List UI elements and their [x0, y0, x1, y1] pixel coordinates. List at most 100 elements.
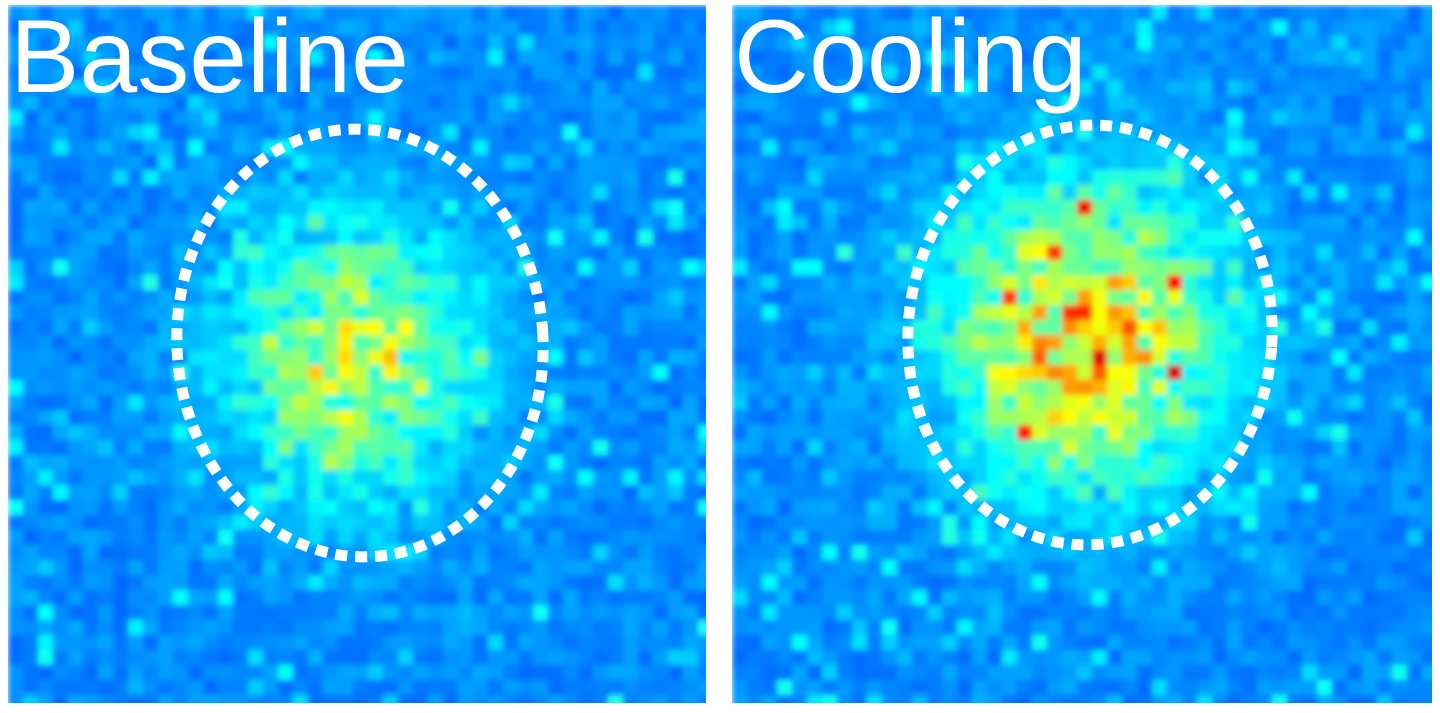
- heatmap-cell: [792, 545, 808, 561]
- heatmap-cell: [533, 530, 549, 546]
- heatmap-cell: [777, 140, 793, 156]
- heatmap-cell: [503, 260, 519, 276]
- heatmap-cell: [822, 200, 838, 216]
- heatmap-cell: [912, 80, 928, 96]
- heatmap-cell: [912, 695, 928, 703]
- heatmap-cell: [83, 200, 99, 216]
- heatmap-cell: [1332, 575, 1348, 591]
- heatmap-cell: [867, 50, 883, 66]
- heatmap-cell: [368, 440, 384, 456]
- heatmap-cell: [413, 425, 429, 441]
- heatmap-cell: [822, 125, 838, 141]
- heatmap-cell: [1077, 395, 1093, 411]
- heatmap-cell: [503, 605, 519, 621]
- heatmap-cell: [218, 440, 234, 456]
- heatmap-cell: [1272, 5, 1288, 21]
- heatmap-cell: [143, 335, 159, 351]
- heatmap-cell: [698, 200, 706, 216]
- heatmap-cell: [248, 665, 264, 681]
- heatmap-cell: [852, 380, 868, 396]
- heatmap-cell: [1287, 320, 1303, 336]
- heatmap-cell: [1302, 680, 1318, 696]
- heatmap-cell: [143, 350, 159, 366]
- heatmap-cell: [188, 290, 204, 306]
- heatmap-cell: [668, 290, 684, 306]
- heatmap-cell: [912, 650, 928, 666]
- heatmap-cell: [1407, 530, 1423, 546]
- heatmap-cell: [1077, 695, 1093, 703]
- heatmap-cell: [1272, 605, 1288, 621]
- heatmap-cell: [68, 125, 84, 141]
- heatmap-cell: [413, 320, 429, 336]
- heatmap-cell: [942, 485, 958, 501]
- heatmap-cell: [1212, 380, 1228, 396]
- heatmap-cell: [488, 500, 504, 516]
- heatmap-cell: [23, 35, 39, 51]
- heatmap-cell: [308, 215, 324, 231]
- heatmap-cell: [1317, 80, 1333, 96]
- heatmap-cell: [158, 470, 174, 486]
- heatmap-cell: [623, 530, 639, 546]
- heatmap-cell: [98, 530, 114, 546]
- heatmap-cell: [473, 545, 489, 561]
- heatmap-cell: [1047, 410, 1063, 426]
- heatmap-cell: [912, 5, 928, 21]
- heatmap-cell: [653, 590, 669, 606]
- heatmap-cell: [683, 170, 699, 186]
- heatmap-cell: [278, 230, 294, 246]
- heatmap-cell: [488, 305, 504, 321]
- heatmap-cell: [548, 425, 564, 441]
- heatmap-cell: [143, 650, 159, 666]
- heatmap-cell: [1287, 620, 1303, 636]
- heatmap-cell: [1392, 335, 1408, 351]
- heatmap-cell: [8, 320, 24, 336]
- heatmap-cell: [593, 695, 609, 703]
- heatmap-cell: [518, 635, 534, 651]
- heatmap-cell: [1377, 245, 1393, 261]
- heatmap-cell: [548, 680, 564, 696]
- heatmap-cell: [1002, 335, 1018, 351]
- heatmap-cell: [293, 485, 309, 501]
- heatmap-cell: [1287, 680, 1303, 696]
- heatmap-cell: [1167, 335, 1183, 351]
- heatmap-cell: [98, 395, 114, 411]
- heatmap-cell: [518, 500, 534, 516]
- heatmap-cell: [1242, 605, 1258, 621]
- heatmap-cell: [383, 365, 399, 381]
- heatmap-cell: [1137, 575, 1153, 591]
- heatmap-cell: [882, 575, 898, 591]
- heatmap-cell: [653, 230, 669, 246]
- heatmap-cell: [762, 350, 778, 366]
- heatmap-cell: [278, 185, 294, 201]
- heatmap-cell: [68, 350, 84, 366]
- heatmap-cell: [927, 140, 943, 156]
- heatmap-cell: [912, 95, 928, 111]
- heatmap-cell: [293, 425, 309, 441]
- heatmap-cell: [98, 35, 114, 51]
- heatmap-cell: [1092, 590, 1108, 606]
- heatmap-cell: [518, 695, 534, 703]
- heatmap-cell: [792, 80, 808, 96]
- heatmap-cell: [98, 230, 114, 246]
- heatmap-cell: [1422, 455, 1432, 471]
- heatmap-cell: [383, 470, 399, 486]
- heatmap-cell: [398, 395, 414, 411]
- heatmap-cell: [383, 230, 399, 246]
- heatmap-cell: [428, 125, 444, 141]
- heatmap-cell: [1317, 695, 1333, 703]
- heatmap-cell: [972, 35, 988, 51]
- heatmap-cell: [473, 245, 489, 261]
- heatmap-cell: [308, 455, 324, 471]
- heatmap-cell: [413, 230, 429, 246]
- heatmap-cell: [1407, 35, 1423, 51]
- heatmap-cell: [1077, 425, 1093, 441]
- heatmap-cell: [53, 455, 69, 471]
- heatmap-cell: [548, 260, 564, 276]
- heatmap-cell: [852, 395, 868, 411]
- heatmap-cell: [143, 50, 159, 66]
- heatmap-cell: [248, 545, 264, 561]
- heatmap-cell: [398, 365, 414, 381]
- heatmap-cell: [473, 350, 489, 366]
- heatmap-cell: [353, 590, 369, 606]
- heatmap-cell: [68, 680, 84, 696]
